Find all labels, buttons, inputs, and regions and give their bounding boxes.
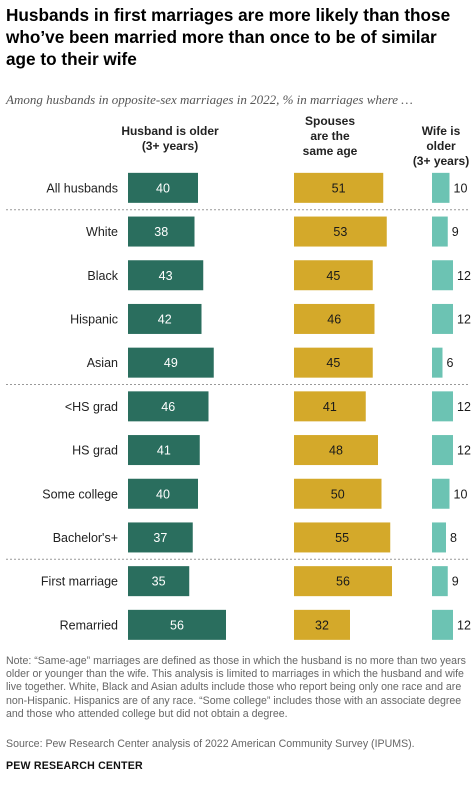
data-label-same: 32 <box>315 618 329 632</box>
bar-younger <box>432 216 448 247</box>
bar-older <box>128 566 190 597</box>
chart-title: Husbands in first marriages are more lik… <box>6 5 451 69</box>
bar-older <box>128 172 198 203</box>
bar-same <box>294 566 392 597</box>
bar-same <box>294 303 375 334</box>
data-label-older: 40 <box>156 487 170 501</box>
data-label-younger: 12 <box>457 312 471 326</box>
bar-younger <box>432 522 446 553</box>
bar-same <box>294 522 391 553</box>
bar-chart: All husbands 40 51 10 White 38 53 9 Black 43 45 12 H… <box>6 172 471 640</box>
brand-logo-text: PEW RESEARCH CENTER <box>6 760 143 772</box>
data-label-older: 41 <box>157 444 171 458</box>
data-label-same: 51 <box>332 181 346 195</box>
bar-older <box>128 216 195 247</box>
data-label-younger: 10 <box>454 487 468 501</box>
bar-same <box>294 347 373 378</box>
data-label-younger: 9 <box>452 225 459 239</box>
data-label-younger: 10 <box>454 181 468 195</box>
bar-younger <box>432 391 453 422</box>
bar-younger <box>432 303 453 334</box>
data-label-younger: 9 <box>452 575 459 589</box>
column-header-wife-older: Wife is older (3+ years) <box>408 124 474 169</box>
bar-same <box>294 260 373 291</box>
data-label-same: 45 <box>326 356 340 370</box>
bar-older <box>128 609 226 640</box>
column-header-husband-older: Husband is older (3+ years) <box>110 124 230 154</box>
category-label: Black <box>87 269 118 283</box>
bar-same <box>294 391 366 422</box>
bar-same <box>294 609 350 640</box>
data-label-older: 35 <box>152 575 166 589</box>
bar-same <box>294 172 384 203</box>
bar-younger <box>432 435 453 466</box>
bar-older <box>128 435 200 466</box>
chart-subtitle: Among husbands in opposite-sex marriages… <box>6 92 413 107</box>
bar-younger <box>432 172 450 203</box>
bar-older <box>128 478 198 509</box>
category-label: First marriage <box>41 575 118 589</box>
data-label-older: 37 <box>153 531 167 545</box>
column-header-wife-older-text: Wife is older (3+ years) <box>412 124 470 168</box>
bar-same <box>294 435 378 466</box>
data-label-same: 56 <box>336 575 350 589</box>
data-label-younger: 12 <box>457 269 471 283</box>
data-label-older: 43 <box>159 269 173 283</box>
data-label-older: 42 <box>158 312 172 326</box>
bar-younger <box>432 347 443 378</box>
bar-older <box>128 522 193 553</box>
category-label: Asian <box>87 356 118 370</box>
category-label: <HS grad <box>65 400 118 414</box>
bar-younger <box>432 566 448 597</box>
category-label: Bachelor's+ <box>53 531 118 545</box>
category-label: HS grad <box>72 444 118 458</box>
bar-older <box>128 260 204 291</box>
data-label-older: 49 <box>164 356 178 370</box>
column-header-same-age: Spouses are the same age <box>290 114 370 159</box>
data-label-same: 45 <box>326 269 340 283</box>
bar-older <box>128 347 214 378</box>
bar-same <box>294 478 382 509</box>
data-label-younger: 12 <box>457 400 471 414</box>
category-label: Some college <box>42 487 118 501</box>
bar-younger <box>432 478 450 509</box>
category-label: Hispanic <box>70 312 118 326</box>
category-label: All husbands <box>46 181 118 195</box>
chart-source: Source: Pew Research Center analysis of … <box>6 738 415 750</box>
data-label-older: 40 <box>156 181 170 195</box>
data-label-older: 38 <box>154 225 168 239</box>
data-label-same: 46 <box>327 312 341 326</box>
data-label-younger: 6 <box>447 356 454 370</box>
column-header-same-age-text: Spouses are the same age <box>302 114 358 158</box>
data-label-younger: 12 <box>457 618 471 632</box>
bar-older <box>128 303 202 334</box>
data-label-older: 46 <box>161 400 175 414</box>
bar-younger <box>432 609 453 640</box>
data-label-same: 55 <box>335 531 349 545</box>
chart-note: Note: “Same-age” marriages are defined a… <box>6 655 466 720</box>
data-label-younger: 12 <box>457 444 471 458</box>
column-header-husband-older-text: Husband is older (3+ years) <box>121 124 219 153</box>
category-label: Remarried <box>60 618 118 632</box>
bar-younger <box>432 260 453 291</box>
data-label-same: 53 <box>333 225 347 239</box>
data-label-younger: 8 <box>450 531 457 545</box>
data-label-older: 56 <box>170 618 184 632</box>
bar-same <box>294 216 387 247</box>
bar-older <box>128 391 209 422</box>
data-label-same: 48 <box>329 444 343 458</box>
data-label-same: 41 <box>323 400 337 414</box>
category-label: White <box>86 225 118 239</box>
data-label-same: 50 <box>331 487 345 501</box>
